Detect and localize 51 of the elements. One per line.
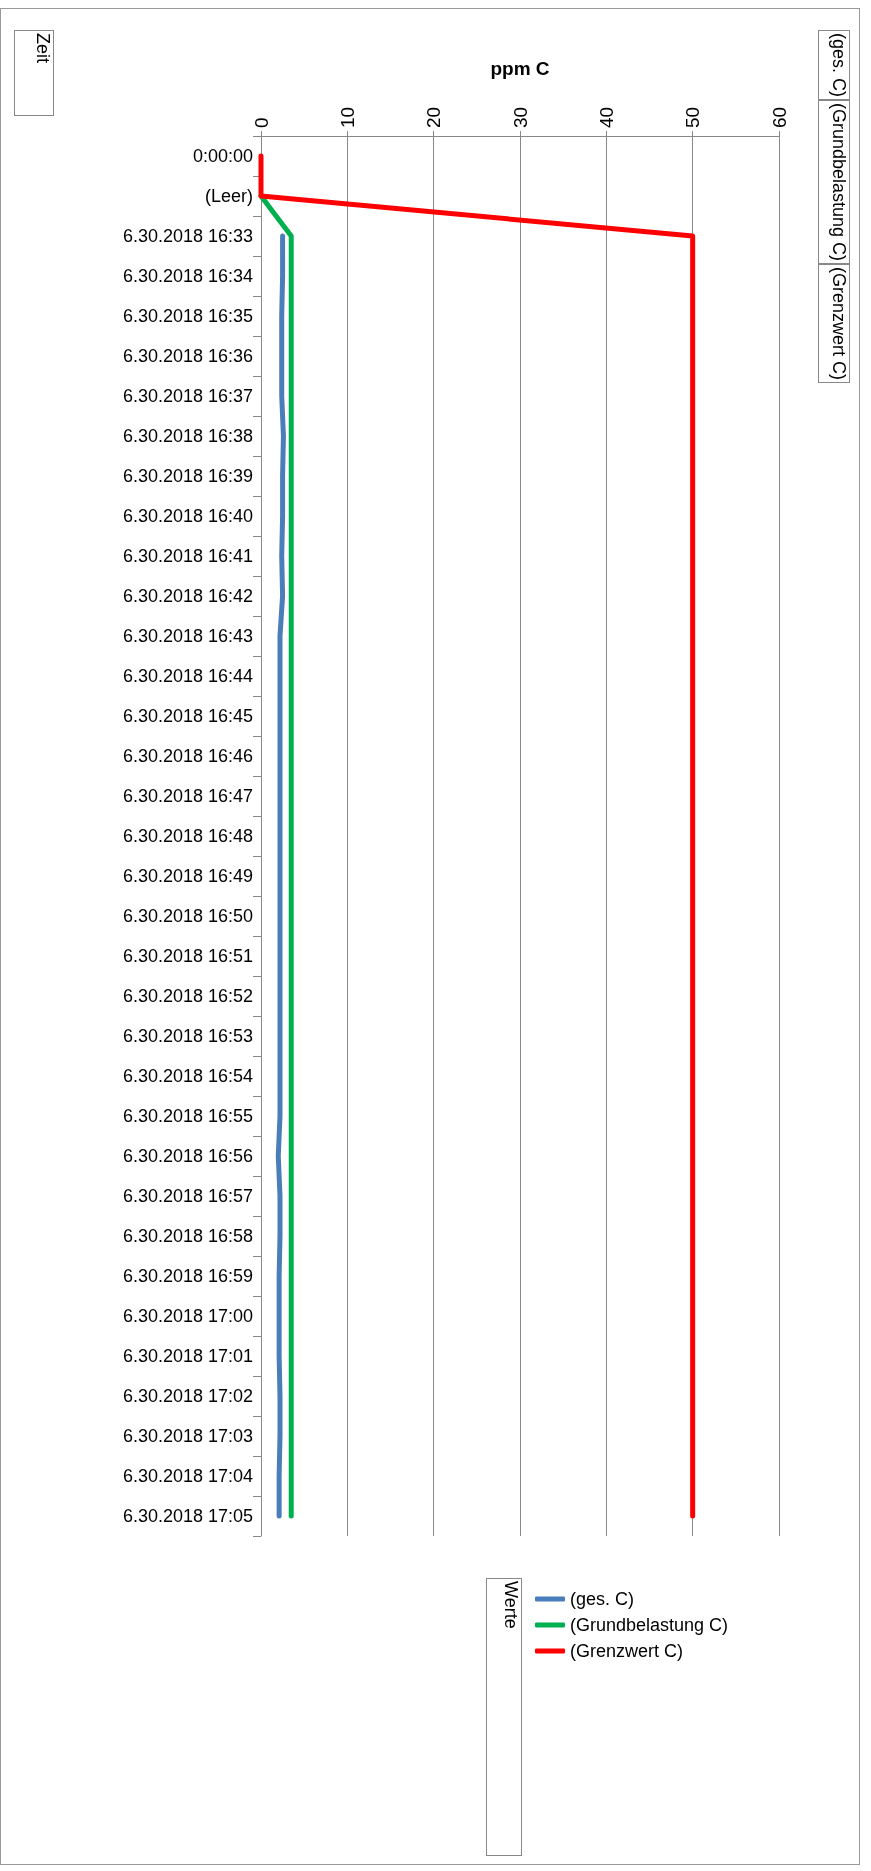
x-tick-label: 60 [768,106,790,128]
y-tick-label: 6.30.2018 16:38 [122,426,253,446]
y-tick-label: 6.30.2018 17:02 [122,1386,253,1406]
y-tick-label: 6.30.2018 16:59 [122,1266,253,1286]
legend-label: (Grundbelastung C) [570,1615,729,1635]
legend-label: (Grenzwert C) [570,1641,684,1661]
y-tick-label: 6.30.2018 16:53 [122,1026,253,1046]
y-tick-label: 6.30.2018 16:47 [122,786,253,806]
y-tick-label: 6.30.2018 16:42 [122,586,253,606]
y-tick-label: (Leer) [204,186,253,206]
x-tick-label: 0 [250,117,272,128]
y-tick-label: 6.30.2018 16:39 [122,466,253,486]
y-tick-label: 6.30.2018 16:33 [122,226,253,246]
x-tick-label: 10 [336,106,358,128]
y-tick-label: 6.30.2018 17:00 [122,1306,253,1326]
y-tick-label: 6.30.2018 16:36 [122,346,253,366]
y-tick-label: 6.30.2018 16:52 [122,986,253,1006]
y-tick-label: 6.30.2018 16:49 [122,866,253,886]
y-tick-label: 6.30.2018 17:04 [122,1466,253,1486]
x-tick-label: 50 [682,106,704,128]
text: (Grundbelastung C) [818,100,850,265]
y-tick-label: 6.30.2018 16:37 [122,386,253,406]
y-tick-label: 6.30.2018 17:03 [122,1426,253,1446]
y-tick-label: 6.30.2018 16:41 [122,546,253,566]
x-tick-label: 40 [595,106,617,128]
y-tick-label: 6.30.2018 16:54 [122,1066,253,1086]
legend-label: (ges. C) [570,1589,635,1609]
y-tick-label: 6.30.2018 17:05 [122,1506,253,1526]
y-axis-title: Zeit [14,30,54,116]
y-tick-label: 6.30.2018 16:44 [122,666,253,686]
x-axis-title: ppm C [490,58,550,79]
y-tick-label: 0:00:00 [192,146,253,166]
y-tick-label: 6.30.2018 16:45 [122,706,253,726]
y-tick-label: 6.30.2018 16:58 [122,1226,253,1246]
x-tick-label: 30 [509,106,531,128]
y-tick-label: 6.30.2018 16:48 [122,826,253,846]
legend-title: Werte [486,1578,522,1856]
y-tick-label: 6.30.2018 16:35 [122,306,253,326]
y-tick-label: 6.30.2018 16:57 [122,1186,253,1206]
y-tick-label: 6.30.2018 16:55 [122,1106,253,1126]
text: (Grenzwert C) [818,264,850,384]
y-tick-label: 6.30.2018 16:51 [122,946,253,966]
text: (ges. C) [818,30,850,101]
y-tick-label: 6.30.2018 17:01 [122,1346,253,1366]
y-tick-label: 6.30.2018 16:34 [122,266,253,286]
y-tick-label: 6.30.2018 16:50 [122,906,253,926]
y-tick-label: 6.30.2018 16:40 [122,506,253,526]
y-tick-label: 6.30.2018 16:56 [122,1146,253,1166]
y-tick-label: 6.30.2018 16:43 [122,626,253,646]
x-tick-label: 20 [423,106,445,128]
y-tick-label: 6.30.2018 16:46 [122,746,253,766]
